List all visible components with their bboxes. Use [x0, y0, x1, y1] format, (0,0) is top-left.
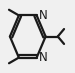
Text: N: N: [38, 9, 47, 22]
Text: N: N: [38, 51, 47, 64]
